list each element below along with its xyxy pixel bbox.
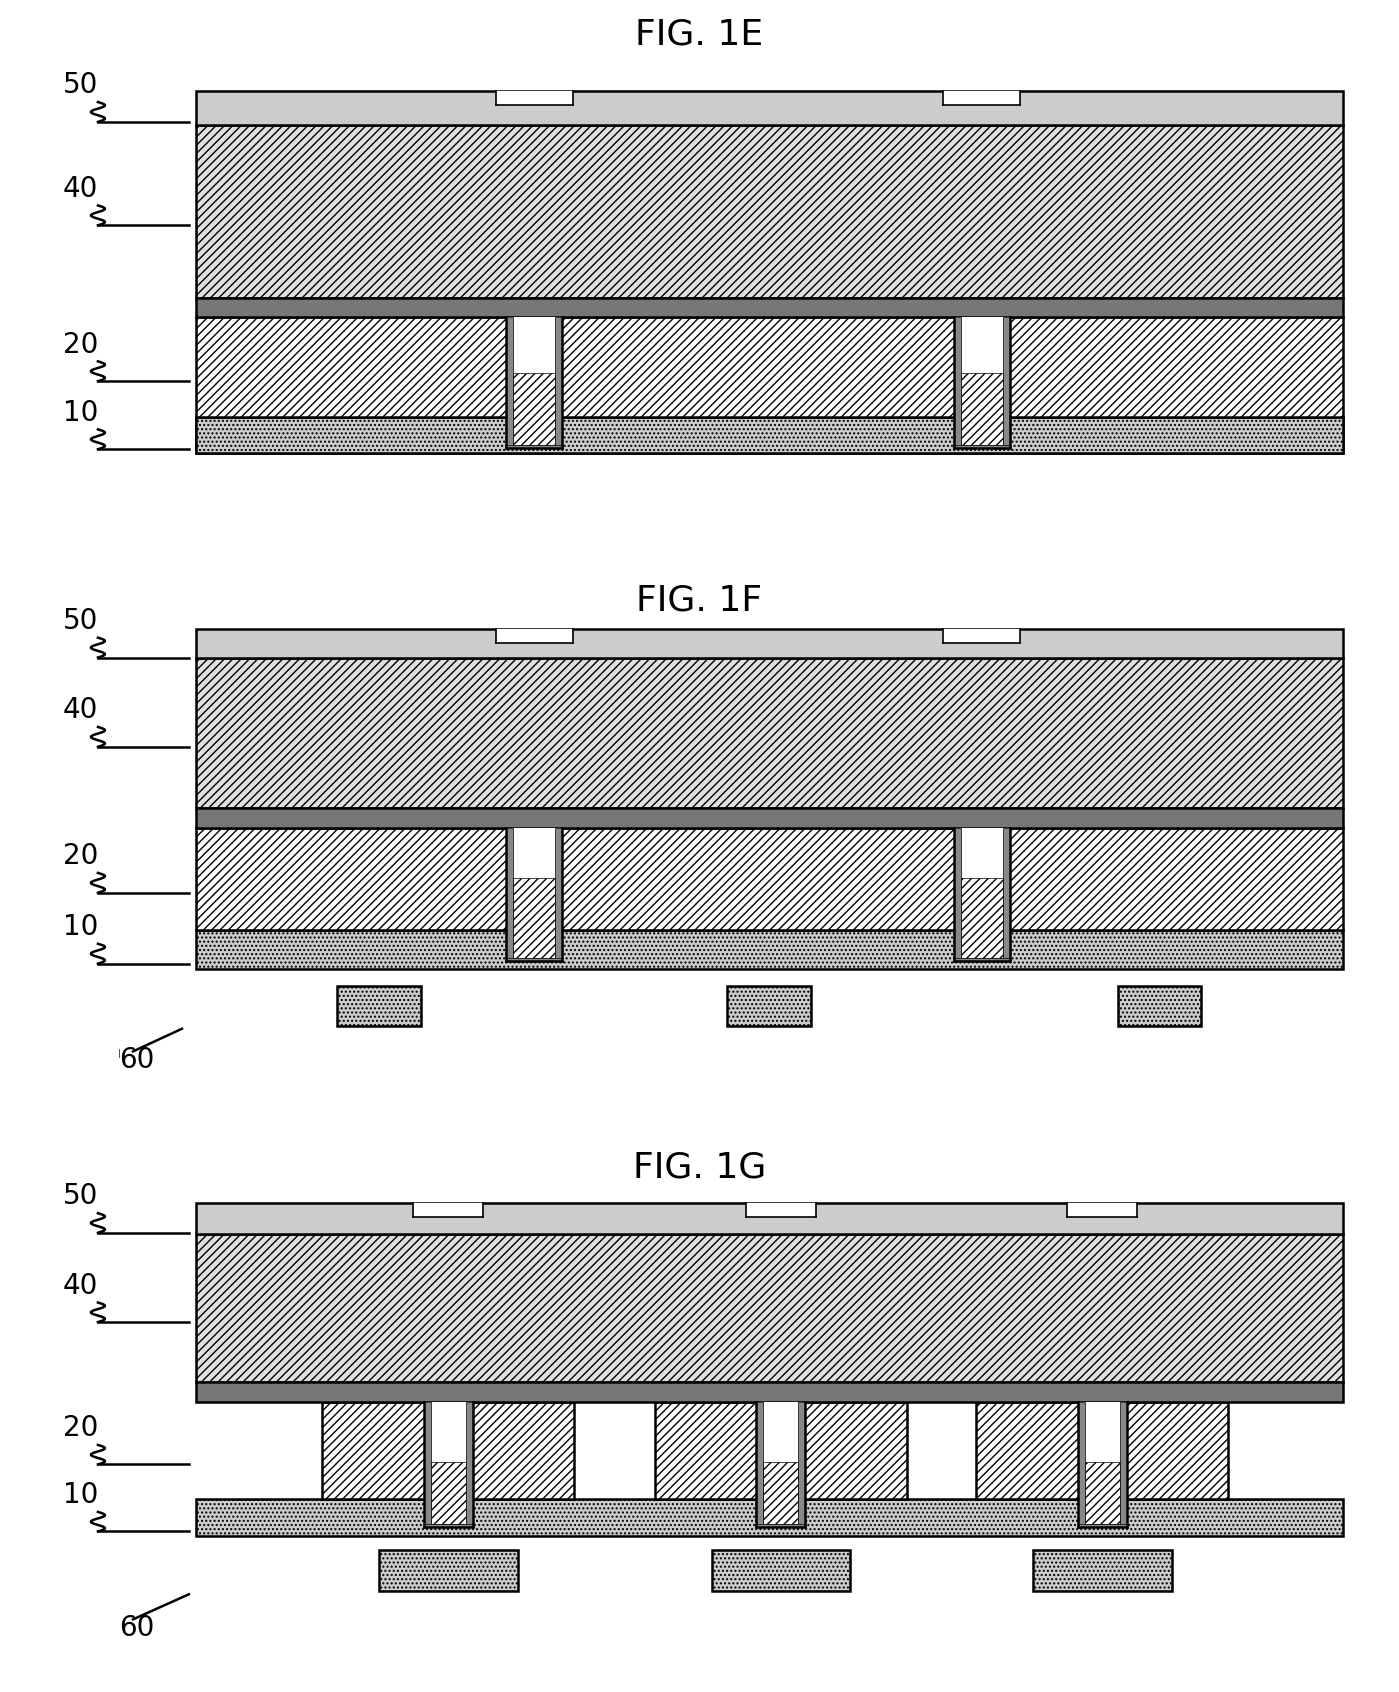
Bar [196, 1382, 1343, 1401]
Text: FIG. 1E: FIG. 1E [635, 17, 764, 51]
Text: 20: 20 [63, 1415, 98, 1442]
Bar [196, 629, 1343, 658]
Bar [1003, 318, 1010, 448]
Bar [196, 929, 1343, 970]
Bar [513, 374, 555, 445]
Bar [1032, 1550, 1171, 1592]
Bar [196, 125, 1343, 298]
Bar [1077, 1401, 1084, 1528]
Text: 40: 40 [63, 174, 98, 203]
Text: FIG. 1G: FIG. 1G [632, 1151, 767, 1184]
Bar [943, 91, 1020, 105]
Bar [196, 827, 1343, 929]
Bar [196, 1203, 1343, 1233]
Text: 10: 10 [63, 1480, 98, 1509]
Bar [757, 1401, 806, 1528]
Bar [1067, 1203, 1137, 1218]
Bar [495, 91, 572, 105]
Text: 50: 50 [63, 1183, 98, 1210]
Bar [961, 374, 1003, 445]
Text: 60: 60 [119, 1614, 154, 1641]
Bar [799, 1401, 806, 1528]
Bar [196, 1233, 1343, 1382]
Bar [727, 986, 811, 1025]
Bar [196, 1499, 1343, 1536]
Text: 10: 10 [63, 399, 98, 426]
Bar [513, 878, 555, 958]
Bar [379, 1550, 518, 1592]
Bar [1003, 827, 1010, 961]
Bar [943, 629, 1020, 643]
Text: 50: 50 [63, 71, 98, 100]
Bar [495, 629, 572, 643]
Text: 20: 20 [63, 330, 98, 359]
Bar [961, 878, 1003, 958]
Bar [1084, 1462, 1119, 1524]
Bar [506, 827, 513, 961]
Bar [466, 1401, 473, 1528]
Bar [954, 445, 1010, 448]
Bar [712, 1550, 851, 1592]
Bar [196, 91, 1343, 125]
Bar [757, 1524, 806, 1528]
Bar [413, 1203, 483, 1218]
Bar [1119, 1401, 1126, 1528]
Bar [431, 1462, 466, 1524]
Bar [506, 318, 513, 448]
Bar [655, 1401, 907, 1499]
Bar [506, 958, 562, 961]
Bar [196, 416, 1343, 453]
Bar [196, 807, 1343, 827]
Bar [322, 1401, 575, 1499]
Text: 10: 10 [63, 914, 98, 941]
Bar [757, 1401, 764, 1528]
Bar [196, 416, 1343, 453]
Bar [555, 827, 562, 961]
Bar [954, 318, 961, 448]
Bar [506, 827, 562, 961]
Bar [954, 318, 1010, 448]
Bar [1077, 1401, 1126, 1528]
Bar [764, 1462, 799, 1524]
Bar [1077, 1524, 1126, 1528]
Bar [196, 318, 1343, 416]
Bar [954, 827, 1010, 961]
Bar [954, 958, 1010, 961]
Bar [196, 658, 1343, 807]
Text: FIG. 1F: FIG. 1F [637, 584, 762, 618]
Bar [196, 298, 1343, 318]
Text: 40: 40 [63, 695, 98, 724]
Bar [746, 1203, 816, 1218]
Bar [555, 318, 562, 448]
Text: 40: 40 [63, 1272, 98, 1299]
Bar [977, 1401, 1228, 1499]
Bar [424, 1401, 431, 1528]
Bar [506, 445, 562, 448]
Text: 20: 20 [63, 843, 98, 870]
Bar [424, 1524, 473, 1528]
Bar [954, 827, 961, 961]
Text: 60: 60 [119, 1046, 154, 1074]
Text: 50: 50 [63, 607, 98, 634]
Bar [424, 1401, 473, 1528]
Bar [506, 318, 562, 448]
Bar [337, 986, 421, 1025]
Bar [1118, 986, 1202, 1025]
